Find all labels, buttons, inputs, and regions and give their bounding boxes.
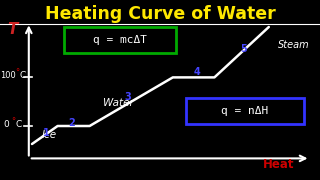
Text: Heating Curve of Water: Heating Curve of Water	[44, 5, 276, 23]
Text: 1: 1	[43, 128, 50, 138]
Text: Heat: Heat	[263, 158, 294, 171]
Text: 100: 100	[0, 71, 16, 80]
Text: 2: 2	[68, 118, 76, 128]
Text: 3: 3	[124, 92, 132, 102]
Text: C: C	[16, 120, 22, 129]
Text: Water: Water	[103, 98, 134, 108]
Text: 5: 5	[240, 44, 247, 54]
FancyBboxPatch shape	[64, 27, 176, 53]
FancyBboxPatch shape	[186, 98, 304, 124]
Text: T: T	[8, 22, 18, 37]
Text: q = mcΔT: q = mcΔT	[93, 35, 147, 45]
Text: Ice: Ice	[42, 130, 57, 140]
Text: 4: 4	[193, 67, 200, 77]
Text: q = nΔH: q = nΔH	[221, 106, 268, 116]
Text: °: °	[15, 68, 20, 77]
Text: Steam: Steam	[278, 40, 310, 50]
Text: °: °	[11, 117, 15, 126]
Text: 0: 0	[3, 120, 9, 129]
Text: C: C	[20, 71, 26, 80]
